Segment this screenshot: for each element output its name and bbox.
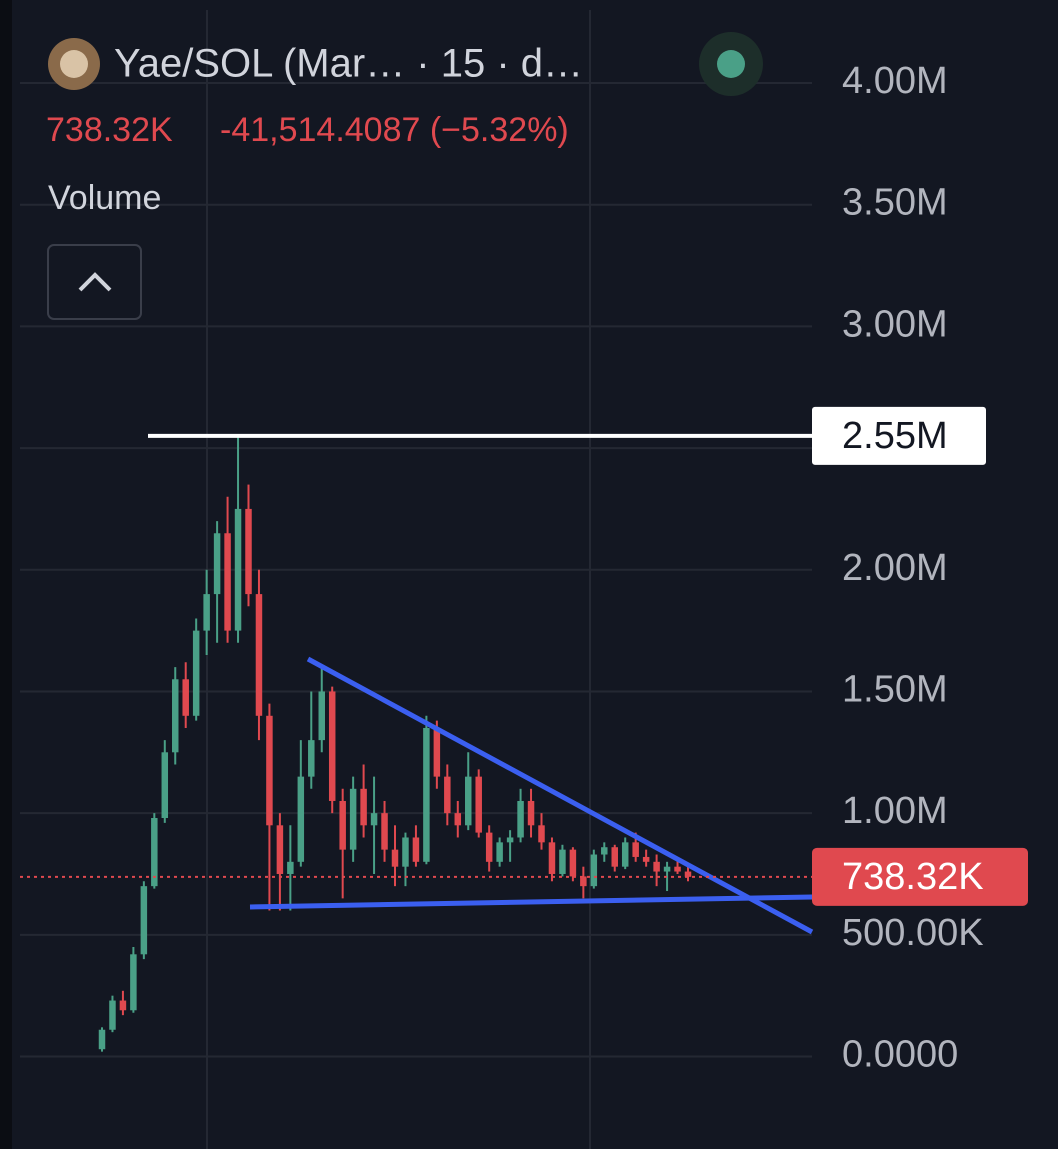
candle-body	[255, 594, 263, 716]
candle-body	[684, 871, 692, 877]
candle-body	[506, 837, 514, 843]
candle-body	[287, 861, 294, 874]
candle-body	[192, 630, 200, 716]
candle-body	[559, 849, 566, 874]
candle-body	[276, 825, 284, 874]
y-tick-label: 3.50M	[842, 182, 948, 224]
level-label: 2.55M	[842, 415, 948, 457]
candle-body	[444, 776, 451, 814]
candle-body	[266, 715, 273, 826]
candle-body	[412, 837, 420, 862]
level-label-box	[812, 406, 986, 465]
trend-line	[249, 894, 813, 910]
candle-body	[496, 842, 503, 862]
candle-body	[423, 727, 430, 862]
candle-body	[601, 847, 608, 855]
indicator: Volume	[48, 179, 161, 217]
candle-body	[234, 508, 242, 631]
candle-body	[465, 776, 472, 826]
candle-body	[360, 788, 367, 826]
candle-body	[391, 849, 399, 867]
grid	[20, 82, 812, 1058]
status-dot	[717, 50, 745, 78]
candle-body	[517, 800, 524, 838]
candle-body	[569, 849, 577, 877]
candle-body	[224, 533, 231, 631]
candle-body	[548, 842, 556, 874]
price-label: 738.32K	[842, 856, 984, 898]
candle-body	[213, 533, 221, 595]
candle-body	[527, 800, 535, 826]
candle-body	[245, 508, 252, 595]
candle-body	[611, 847, 618, 867]
candle-body	[151, 818, 158, 887]
candle-body	[590, 854, 598, 887]
candle-body	[130, 954, 137, 1011]
candle-body	[203, 594, 210, 631]
candle-body	[297, 776, 305, 862]
candle-body	[580, 876, 587, 887]
candle-body	[402, 837, 409, 867]
chevron-up	[78, 272, 112, 292]
candle-body	[109, 1000, 116, 1030]
y-tick-label: 1.50M	[842, 668, 948, 710]
candle-body	[653, 861, 660, 872]
candle-body	[642, 856, 650, 862]
candle-body	[433, 727, 441, 777]
candle-body	[318, 691, 325, 741]
candle-body	[381, 813, 388, 850]
price-label-box	[812, 847, 1028, 906]
candle-body	[674, 866, 681, 872]
collapse-button[interactable]	[47, 244, 142, 320]
candle-body	[454, 813, 462, 826]
candle-body	[632, 842, 639, 857]
y-tick-label: 2.00M	[842, 547, 948, 589]
symbol: Yae/SOL (Mar… · 15 · d…	[114, 42, 583, 86]
candle-body	[161, 752, 169, 819]
trend-line	[306, 656, 814, 935]
y-tick-label: 3.00M	[842, 303, 948, 345]
candle-body	[475, 776, 482, 833]
candle-body	[621, 842, 629, 867]
candle-body	[538, 825, 545, 843]
candle-body	[182, 679, 189, 716]
y-tick-label: 0.0000	[842, 1034, 958, 1076]
last-price: 738.32K	[46, 111, 173, 149]
candle-body	[663, 866, 671, 872]
change: -41,514.4087 (−5.32%)	[220, 111, 569, 149]
candle-body	[308, 740, 315, 777]
candle-body	[328, 691, 336, 801]
candle-body	[119, 1000, 127, 1011]
candles	[98, 435, 692, 1052]
candle-body	[98, 1029, 106, 1050]
candle-body	[485, 832, 493, 862]
y-tick-label: 500.00K	[842, 912, 984, 954]
candle-body	[349, 788, 357, 850]
candle-body	[140, 886, 148, 955]
avatar-detail	[60, 50, 88, 78]
left-border	[0, 0, 12, 1149]
y-tick-label: 4.00M	[842, 60, 948, 102]
candle-body	[370, 813, 378, 826]
candle-body	[339, 800, 346, 850]
y-tick-label: 1.00M	[842, 790, 948, 832]
candle-body	[172, 679, 179, 753]
